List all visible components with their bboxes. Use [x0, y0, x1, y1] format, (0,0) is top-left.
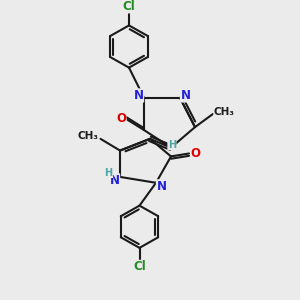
Text: O: O — [116, 112, 126, 125]
Text: H: H — [104, 167, 113, 178]
Text: H: H — [168, 140, 176, 150]
Text: Cl: Cl — [133, 260, 146, 273]
Text: O: O — [190, 147, 201, 160]
Text: N: N — [156, 180, 167, 193]
Text: Cl: Cl — [123, 0, 135, 13]
Text: N: N — [134, 89, 144, 102]
Text: CH₃: CH₃ — [77, 131, 98, 142]
Text: N: N — [110, 174, 120, 187]
Text: N: N — [180, 89, 190, 102]
Text: CH₃: CH₃ — [214, 106, 235, 117]
